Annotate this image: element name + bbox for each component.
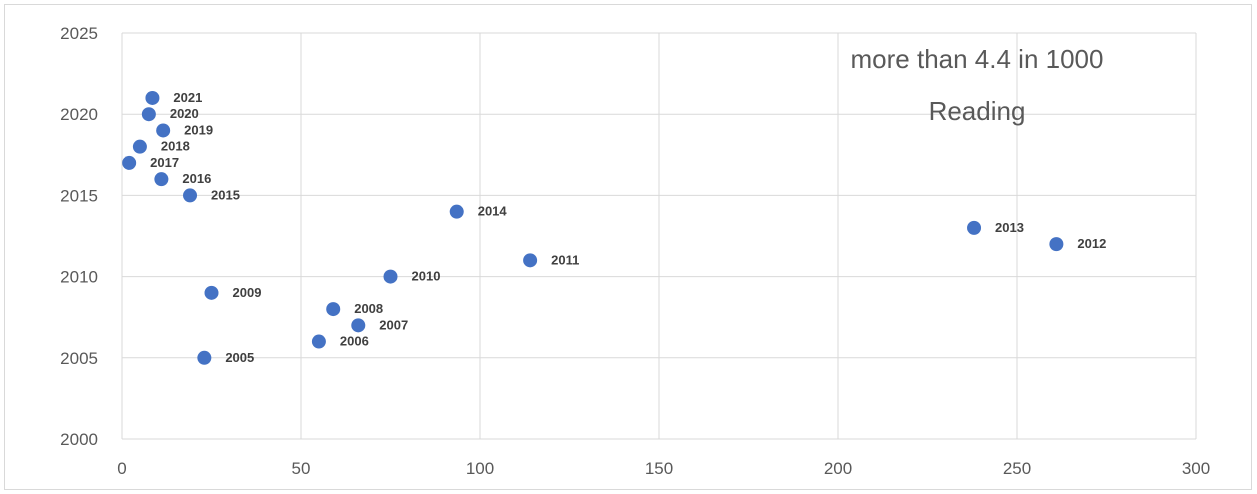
chart-title-line-2: Reading: [929, 96, 1026, 126]
data-label: 2011: [551, 252, 579, 267]
data-point: [183, 188, 198, 203]
data-label: 2012: [1077, 236, 1106, 251]
data-label: 2014: [478, 204, 508, 219]
data-point: [383, 269, 398, 284]
data-point: [154, 172, 169, 187]
y-tick-label: 2000: [60, 430, 98, 449]
data-point: [326, 302, 341, 317]
y-tick-label: 2025: [60, 24, 98, 43]
data-label: 2010: [412, 269, 441, 284]
data-point: [351, 318, 366, 333]
data-label: 2009: [233, 285, 262, 300]
x-tick-label: 100: [466, 459, 494, 478]
data-point: [1049, 237, 1064, 252]
data-point: [449, 204, 464, 219]
data-point: [145, 90, 160, 105]
data-label: 2008: [354, 301, 383, 316]
gridlines: [121, 32, 1197, 440]
data-point: [141, 107, 156, 122]
x-tick-label: 250: [1003, 459, 1031, 478]
data-label: 2021: [173, 90, 202, 105]
data-points: [122, 90, 1064, 365]
y-tick-label: 2010: [60, 268, 98, 287]
data-point: [122, 155, 137, 170]
y-tick-label: 2020: [60, 105, 98, 124]
y-tick-label: 2015: [60, 186, 98, 205]
x-tick-label: 200: [824, 459, 852, 478]
data-point: [132, 139, 147, 154]
data-point: [311, 334, 326, 349]
x-tick-label: 150: [645, 459, 673, 478]
y-tick-label: 2005: [60, 349, 98, 368]
data-label: 2006: [340, 334, 369, 349]
data-point: [967, 220, 982, 235]
data-label: 2018: [161, 139, 190, 154]
chart-frame: [4, 4, 1252, 490]
data-label: 2016: [182, 171, 211, 186]
data-label: 2007: [379, 317, 408, 332]
x-tick-label: 50: [292, 459, 311, 478]
data-label: 2019: [184, 122, 213, 137]
x-tick-label: 300: [1182, 459, 1210, 478]
data-point: [156, 123, 171, 138]
data-label: 2015: [211, 187, 240, 202]
x-axis-ticks: 0 50 100 150 200 250 300: [117, 459, 1210, 478]
data-point: [204, 285, 219, 300]
data-label: 2017: [150, 155, 179, 170]
data-label: 2005: [225, 350, 254, 365]
data-point: [523, 253, 538, 268]
data-label: 2020: [170, 106, 199, 121]
data-point: [197, 350, 212, 365]
chart-title-line-1: more than 4.4 in 1000: [851, 44, 1104, 74]
y-axis-ticks: 2000 2005 2010 2015 2020 2025: [60, 24, 98, 449]
x-tick-label: 0: [117, 459, 126, 478]
data-label: 2013: [995, 220, 1024, 235]
